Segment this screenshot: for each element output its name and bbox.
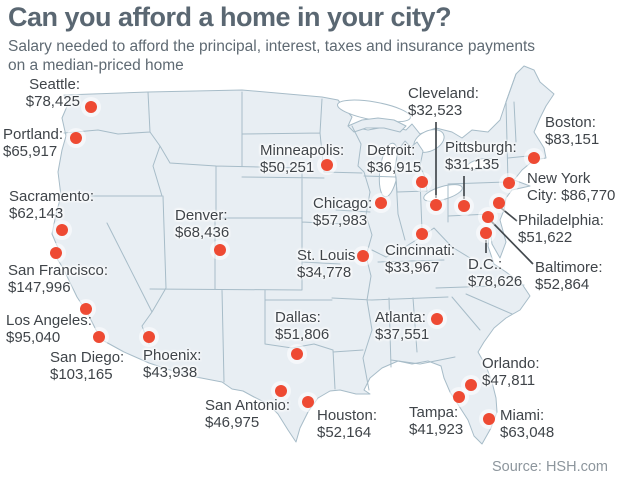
city-dot-new-york <box>503 177 515 189</box>
city-dot-san-antonio <box>275 385 287 397</box>
city-dot-atlanta <box>431 313 443 325</box>
city-dot-seattle <box>85 101 97 113</box>
city-dot-portland <box>70 132 82 144</box>
michigan-upper-peninsula <box>347 117 407 133</box>
city-dot-pittsburgh <box>458 200 470 212</box>
page-subtitle: Salary needed to afford the principal, i… <box>8 38 535 76</box>
source-credit: Source: HSH.com <box>491 459 608 475</box>
city-dot-miami <box>483 413 495 425</box>
city-dot-dallas <box>291 348 303 360</box>
city-dot-sacramento <box>56 224 68 236</box>
city-dot-tampa <box>453 391 465 403</box>
subtitle-line-1: Salary needed to afford the principal, i… <box>8 38 536 55</box>
city-dot-baltimore <box>482 211 494 223</box>
page-title: Can you afford a home in your city? <box>8 2 452 32</box>
city-dot-boston <box>528 152 540 164</box>
city-dot-san-francisco <box>50 247 62 259</box>
connector-baltimore <box>490 220 534 265</box>
city-dot-phoenix <box>143 331 155 343</box>
city-dots <box>46 97 544 429</box>
city-dot-dc <box>480 227 492 239</box>
city-dot-orlando <box>465 379 477 391</box>
lake-ontario <box>466 157 496 171</box>
city-dot-houston <box>302 396 314 408</box>
subtitle-line-2: on a median-priced home <box>8 56 184 74</box>
city-dot-cincinnati <box>416 228 428 240</box>
city-dot-detroit <box>416 176 428 188</box>
city-dot-los-angeles <box>80 303 92 315</box>
city-dot-cleveland <box>430 199 442 211</box>
city-dot-st-louis <box>357 250 369 262</box>
city-dot-san-diego <box>93 331 105 343</box>
city-dot-minneapolis <box>321 159 333 171</box>
city-dot-philadelphia <box>493 197 505 209</box>
city-dot-denver <box>214 244 226 256</box>
us-outline <box>51 65 555 445</box>
city-dot-chicago <box>375 197 387 209</box>
